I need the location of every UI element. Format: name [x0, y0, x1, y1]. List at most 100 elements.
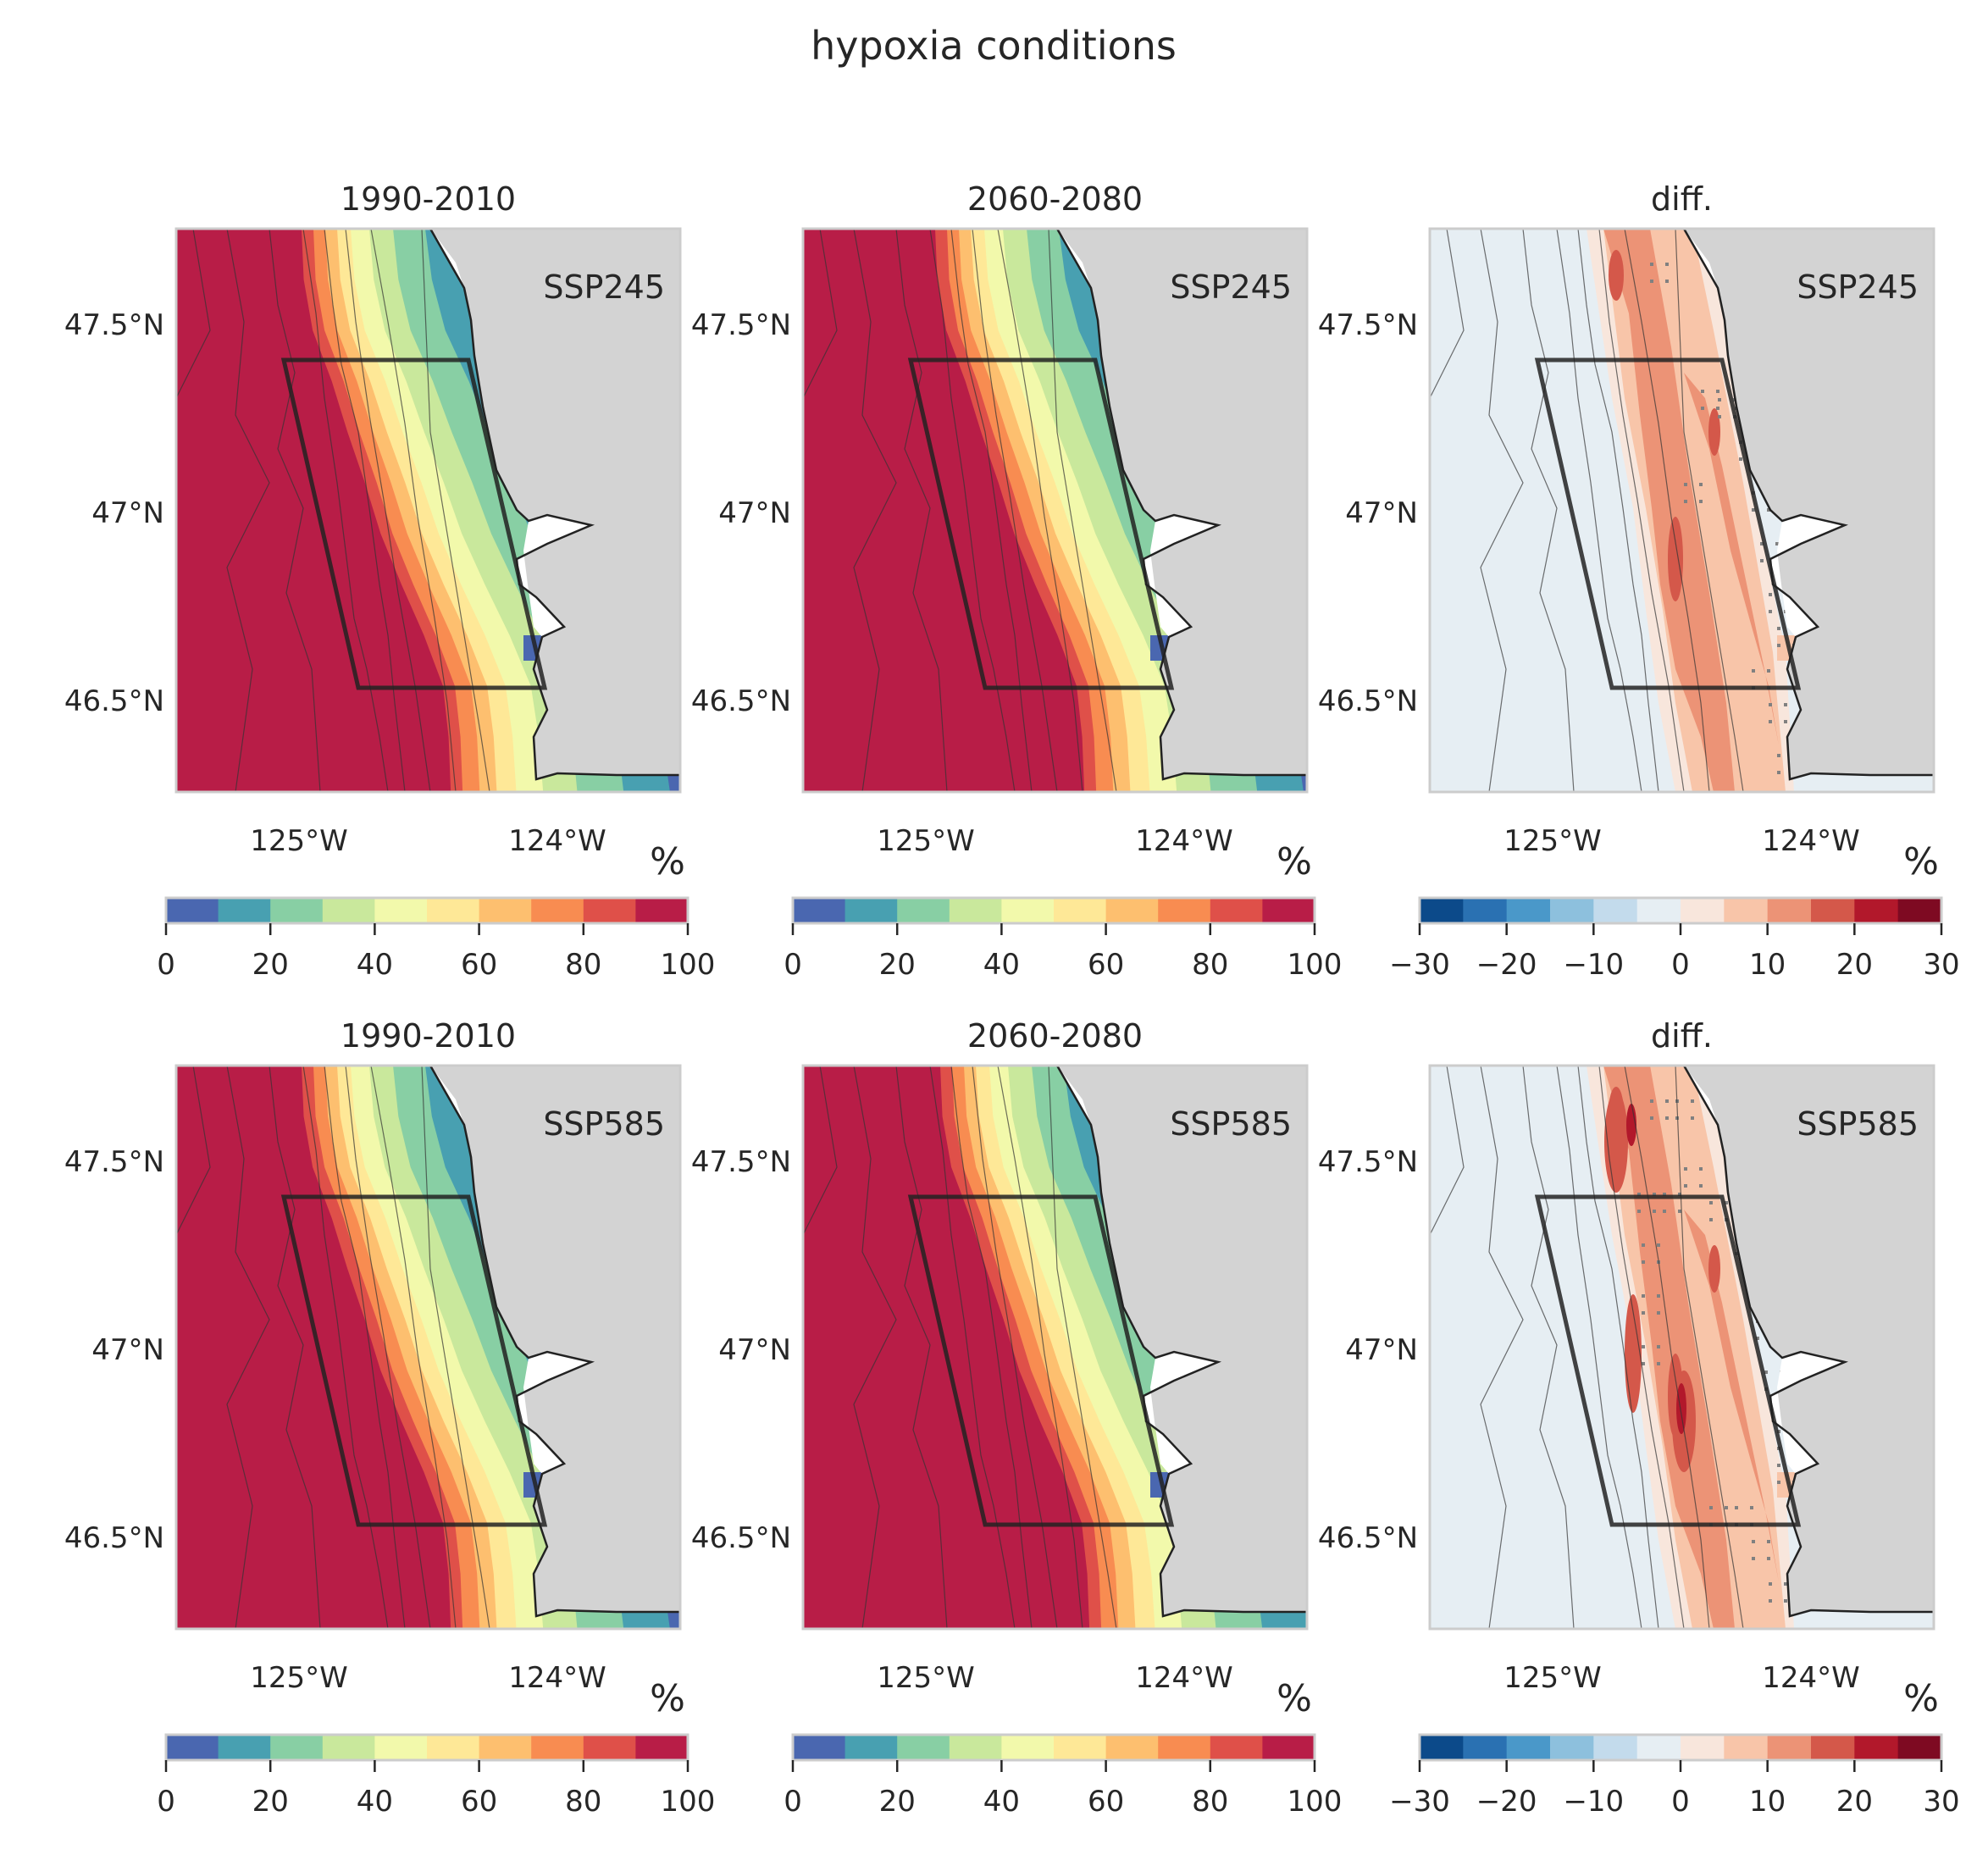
colorbar-swatch — [166, 898, 219, 923]
significance-dot — [1678, 1193, 1681, 1196]
colorbar-swatch — [1105, 898, 1159, 923]
colorbar-swatch — [1420, 898, 1464, 923]
significance-dot — [1650, 1099, 1653, 1103]
colorbar-swatch — [844, 898, 898, 923]
significance-dot — [1637, 1210, 1641, 1213]
colorbar-swatch — [270, 1735, 324, 1760]
significance-dot — [1777, 754, 1780, 757]
lat-tick-label: 47.5°N — [1318, 308, 1418, 342]
colorbar-swatch — [1210, 1735, 1263, 1760]
colorbar-swatch — [1724, 1735, 1769, 1760]
colorbar-tick-label: 80 — [565, 948, 601, 982]
colorbar-swatch — [1550, 1735, 1594, 1760]
significance-dot — [1665, 263, 1669, 266]
colorbar-swatch — [1001, 1735, 1055, 1760]
colorbar-tick-label: −20 — [1476, 948, 1537, 982]
significance-dot — [1684, 500, 1687, 503]
bathymetry-contour — [1522, 1066, 1575, 1629]
bathymetry-contour — [269, 229, 321, 792]
significance-dot — [1657, 1294, 1660, 1298]
bathymetry-contour — [1556, 229, 1642, 792]
colorbar-tick-label: 80 — [565, 1785, 601, 1819]
estuary — [517, 515, 591, 637]
bathymetry-contour — [929, 1066, 1016, 1629]
significance-dot — [1665, 1099, 1669, 1103]
significance-dot — [1784, 720, 1787, 723]
bathymetry-contour — [1675, 1066, 1744, 1629]
lat-tick-label: 46.5°N — [691, 1521, 791, 1555]
colorbar-tick-label: 20 — [1836, 948, 1873, 982]
significance-dot — [1699, 483, 1703, 486]
colorbar-tick-label: 100 — [1287, 948, 1343, 982]
significance-dot — [1777, 1464, 1780, 1467]
significance-dot — [1642, 1243, 1645, 1247]
colorbar-tick-label: 60 — [1088, 948, 1124, 982]
colorbar-swatch — [1105, 1735, 1159, 1760]
panel-title: diff. — [1651, 1017, 1713, 1055]
diff-hotspot — [1708, 408, 1720, 456]
significance-dot — [1709, 1506, 1713, 1509]
significance-dot — [1756, 1337, 1759, 1340]
significance-dot — [1650, 263, 1653, 266]
lon-tick-label: 125°W — [1503, 1661, 1602, 1695]
significance-dot — [1767, 669, 1770, 673]
colorbar-swatch — [1593, 1735, 1638, 1760]
bathymetry-contour — [997, 229, 1083, 792]
significance-dot — [1709, 1201, 1713, 1204]
colorbar-unit: % — [1903, 1677, 1939, 1720]
colorbar-swatch — [322, 898, 375, 923]
colorbar-tick-label: −30 — [1389, 948, 1450, 982]
bathymetry-contour — [324, 229, 406, 792]
lat-tick-label: 47.5°N — [1318, 1145, 1418, 1179]
significance-dot — [1642, 1260, 1645, 1264]
colorbar-swatch — [531, 1735, 584, 1760]
colorbar-swatch — [1420, 1735, 1464, 1760]
lat-tick-label: 47°N — [1345, 1333, 1418, 1367]
significance-dot — [1716, 390, 1719, 393]
bathymetry-contour — [421, 229, 490, 792]
lat-tick-label: 46.5°N — [691, 684, 791, 718]
colorbar-unit: % — [1276, 840, 1312, 883]
lat-tick-label: 47°N — [91, 1333, 164, 1367]
colorbar-tick-label: 40 — [983, 948, 1020, 982]
colorbar-tick-label: 60 — [1088, 1785, 1124, 1819]
colorbar-tick-label: 20 — [252, 1785, 289, 1819]
significance-dot — [1650, 1116, 1653, 1120]
significance-dot — [1665, 1116, 1669, 1120]
colorbar-tick-label: −30 — [1389, 1785, 1450, 1819]
significance-dot — [1684, 483, 1687, 486]
land — [1057, 229, 1307, 779]
colorbar-swatch — [1854, 1735, 1899, 1760]
lat-tick-label: 47°N — [91, 496, 164, 530]
lon-tick-label: 124°W — [1762, 824, 1860, 858]
colorbar-swatch — [1854, 898, 1899, 923]
colorbar-frame — [164, 1733, 689, 1762]
colorbar-swatch — [793, 1735, 846, 1760]
significance-dot — [1718, 398, 1721, 401]
colorbar-tick-label: 40 — [983, 1785, 1020, 1819]
significance-dot — [1775, 542, 1779, 545]
colorbar-tick-label: −20 — [1476, 1785, 1537, 1819]
panel-title: diff. — [1651, 180, 1713, 218]
bathymetry-contour — [324, 1066, 406, 1629]
significance-dot — [1657, 1345, 1660, 1348]
significance-dot — [1752, 1557, 1755, 1560]
lat-tick-label: 47°N — [1345, 496, 1418, 530]
colorbar-swatch — [897, 1735, 950, 1760]
map-panel: diff. SSP585 47.5°N 47°N 46.5°N 125°W 124°W % −3… — [1318, 1017, 1960, 1819]
lat-tick-label: 47.5°N — [64, 1145, 164, 1179]
diff-hotspot — [1625, 1294, 1642, 1413]
significance-dot — [1642, 1345, 1645, 1348]
lon-tick-label: 124°W — [1135, 824, 1233, 858]
significance-dot — [1777, 644, 1780, 647]
colorbar-tick-label: 0 — [784, 948, 802, 982]
colorbar-tick-label: 0 — [1671, 1785, 1690, 1819]
colorbar-swatch — [1593, 898, 1638, 923]
map-body — [1430, 229, 1934, 792]
panel-title: 2060-2080 — [967, 1017, 1143, 1055]
map-body — [1430, 1066, 1934, 1629]
colorbar-tick-label: 40 — [357, 948, 393, 982]
bathymetry-contour — [1430, 229, 1465, 399]
colorbar-swatch — [1636, 898, 1681, 923]
colorbar-tick-label: 10 — [1749, 1785, 1786, 1819]
